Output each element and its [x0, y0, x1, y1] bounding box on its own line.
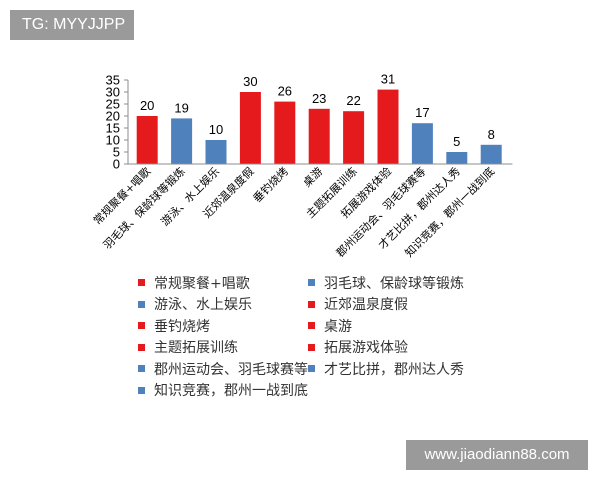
- x-category-label: 桌游: [301, 165, 326, 190]
- bar: [343, 111, 365, 164]
- bar: [239, 92, 261, 164]
- legend-label: 游泳、水上娱乐: [154, 297, 252, 314]
- website-watermark: www.jiaodiann88.com: [406, 440, 588, 470]
- legend-swatch: [308, 365, 315, 373]
- x-category-label: 垂钓烧烤: [250, 164, 291, 205]
- legend-swatch: [138, 300, 145, 308]
- legend-item: 拓展游戏体验: [308, 337, 478, 359]
- legend-label: 羽毛球、保龄球等锻炼: [324, 275, 464, 292]
- legend-item: 桌游: [308, 315, 478, 337]
- x-category-label: 游泳、水上娱乐: [158, 164, 222, 228]
- y-tick-label: 35: [106, 73, 120, 88]
- bar-value-label: 10: [209, 122, 223, 137]
- y-tick-label: 25: [106, 97, 120, 112]
- bar-value-label: 23: [312, 91, 326, 106]
- bar-value-label: 20: [140, 98, 154, 113]
- bar-value-label: 30: [243, 74, 257, 89]
- bar: [274, 101, 296, 164]
- legend-item: 知识竞赛，郡州一战到底: [138, 380, 308, 402]
- bar: [377, 89, 399, 164]
- bar-value-label: 8: [488, 127, 495, 142]
- legend-swatch: [138, 386, 145, 394]
- legend-label: 主题拓展训练: [154, 340, 238, 357]
- legend-swatch: [308, 322, 315, 330]
- legend-item: 羽毛球、保龄球等锻炼: [308, 272, 478, 294]
- bar: [480, 144, 502, 164]
- legend-label: 郡州运动会、羽毛球赛等: [154, 361, 308, 378]
- legend-item: 郡州运动会、羽毛球赛等: [138, 358, 308, 380]
- bar-value-label: 17: [415, 105, 429, 120]
- legend-label: 知识竞赛，郡州一战到底: [154, 383, 308, 400]
- legend-swatch: [308, 279, 315, 287]
- bar-value-label: 19: [174, 100, 188, 115]
- bar-value-label: 22: [346, 93, 360, 108]
- legend-label: 常规聚餐+唱歌: [154, 275, 250, 292]
- legend-label: 桌游: [324, 318, 352, 335]
- legend-label: 垂钓烧烤: [154, 318, 210, 335]
- y-tick-label: 15: [106, 121, 120, 136]
- y-tick-label: 0: [113, 157, 120, 172]
- legend-label: 近郊温泉度假: [324, 297, 408, 314]
- bar: [446, 152, 468, 164]
- bars: 20 19 10 30 26 23 22 31 17 5 8: [136, 72, 502, 164]
- legend-swatch: [138, 365, 145, 373]
- legend-swatch: [308, 343, 315, 351]
- bar-value-label: 5: [453, 134, 460, 149]
- legend-item: 主题拓展训练: [138, 337, 308, 359]
- legend-item: 垂钓烧烤: [138, 315, 308, 337]
- legend-swatch: [138, 343, 145, 351]
- bar: [205, 140, 227, 164]
- legend-swatch: [138, 279, 145, 287]
- legend-item: 才艺比拼，郡州达人秀: [308, 358, 478, 380]
- chart-legend: 常规聚餐+唱歌 羽毛球、保龄球等锻炼游泳、水上娱乐 近郊温泉度假垂钓烧烤 桌游主题拓展…: [138, 272, 478, 401]
- legend-label: 拓展游戏体验: [324, 340, 408, 357]
- bar: [411, 123, 433, 164]
- y-tick-label: 20: [106, 109, 120, 124]
- legend-item: 常规聚餐+唱歌: [138, 272, 308, 294]
- y-tick-label: 30: [106, 85, 120, 100]
- legend-item: 游泳、水上娱乐: [138, 294, 308, 316]
- legend-swatch: [308, 300, 315, 308]
- bar-value-label: 31: [381, 72, 395, 87]
- y-tick-label: 5: [113, 145, 120, 160]
- bar: [171, 118, 193, 164]
- legend-label: 才艺比拼，郡州达人秀: [324, 361, 464, 378]
- bar: [308, 108, 330, 164]
- legend-item: 近郊温泉度假: [308, 294, 478, 316]
- bar: [136, 116, 158, 164]
- legend-swatch: [138, 322, 145, 330]
- bar-value-label: 26: [278, 84, 292, 99]
- y-tick-label: 10: [106, 133, 120, 148]
- telegram-watermark: TG: MYYJJPP: [10, 10, 134, 40]
